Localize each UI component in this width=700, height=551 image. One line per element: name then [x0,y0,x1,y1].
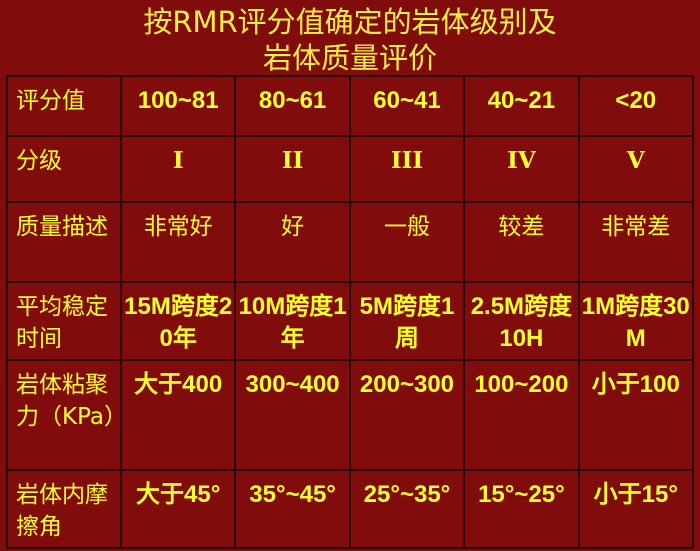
table-row: 平均稳定时间 15M跨度20年 10M跨度1年 5M跨度1周 2.5M跨度10H 1M跨度… [6,281,695,361]
table-cell: 40~21 [463,75,580,137]
table-cell: 15M跨度20年 [119,281,237,361]
table-cell: 1M跨度30M [577,281,695,361]
slide-title: 按RMR评分值确定的岩体级别及 岩体质量评价 [0,4,700,76]
table-cell: II [234,135,351,203]
table-cell: 25°~35° [348,469,466,549]
table-cell: 小于100 [577,359,695,471]
table-cell: 大于45° [119,469,237,549]
table-cell: 小于15° [577,469,695,549]
title-line-2: 岩体质量评价 [262,41,437,75]
table-cell: <20 [577,75,695,137]
table-cell: 100~81 [119,75,237,137]
title-line-1: 按RMR评分值确定的岩体级别及 [143,5,557,39]
table-cell: 300~400 [234,359,351,471]
table-row: 评分值 100~81 80~61 60~41 40~21 <20 [6,75,695,137]
table-cell: 大于400 [119,359,237,471]
row-header: 岩体内摩擦角 [6,469,122,549]
table-cell: 非常好 [119,201,237,283]
table-cell: 一般 [348,201,466,283]
table-cell: 好 [234,201,351,283]
table-cell: 60~41 [348,75,466,137]
table-cell: 35°~45° [234,469,351,549]
table-cell: 较差 [463,201,580,283]
table-row: 分级 I II III IV V [6,135,695,203]
row-header: 岩体粘聚力（KPa） [6,359,127,471]
table-cell: 10M跨度1年 [234,281,351,361]
row-header: 分级 [6,135,122,203]
table-cell: 2.5M跨度10H [463,281,580,361]
row-header: 评分值 [6,75,122,137]
table-cell: V [577,135,695,203]
table-cell: III [348,135,466,203]
table-cell: 15°~25° [463,469,580,549]
table-cell: IV [463,135,580,203]
row-header: 平均稳定时间 [6,281,122,361]
table-cell: 100~200 [463,359,580,471]
table-cell: 200~300 [348,359,466,471]
table-cell: 5M跨度1周 [348,281,466,361]
row-header: 质量描述 [6,201,122,283]
table-cell: 非常差 [577,201,695,283]
table-row: 岩体粘聚力（KPa） 大于400 300~400 200~300 100~200 小于10… [6,359,695,471]
table-cell: 80~61 [234,75,351,137]
table-cell: I [119,135,237,203]
rmr-classification-table: 评分值 100~81 80~61 60~41 40~21 <20 分级 I II III IV V 质量… [6,75,695,549]
table-row: 岩体内摩擦角 大于45° 35°~45° 25°~35° 15°~25° 小于15° [6,469,695,549]
table-row: 质量描述 非常好好一般 较差 非常差 [6,201,695,283]
